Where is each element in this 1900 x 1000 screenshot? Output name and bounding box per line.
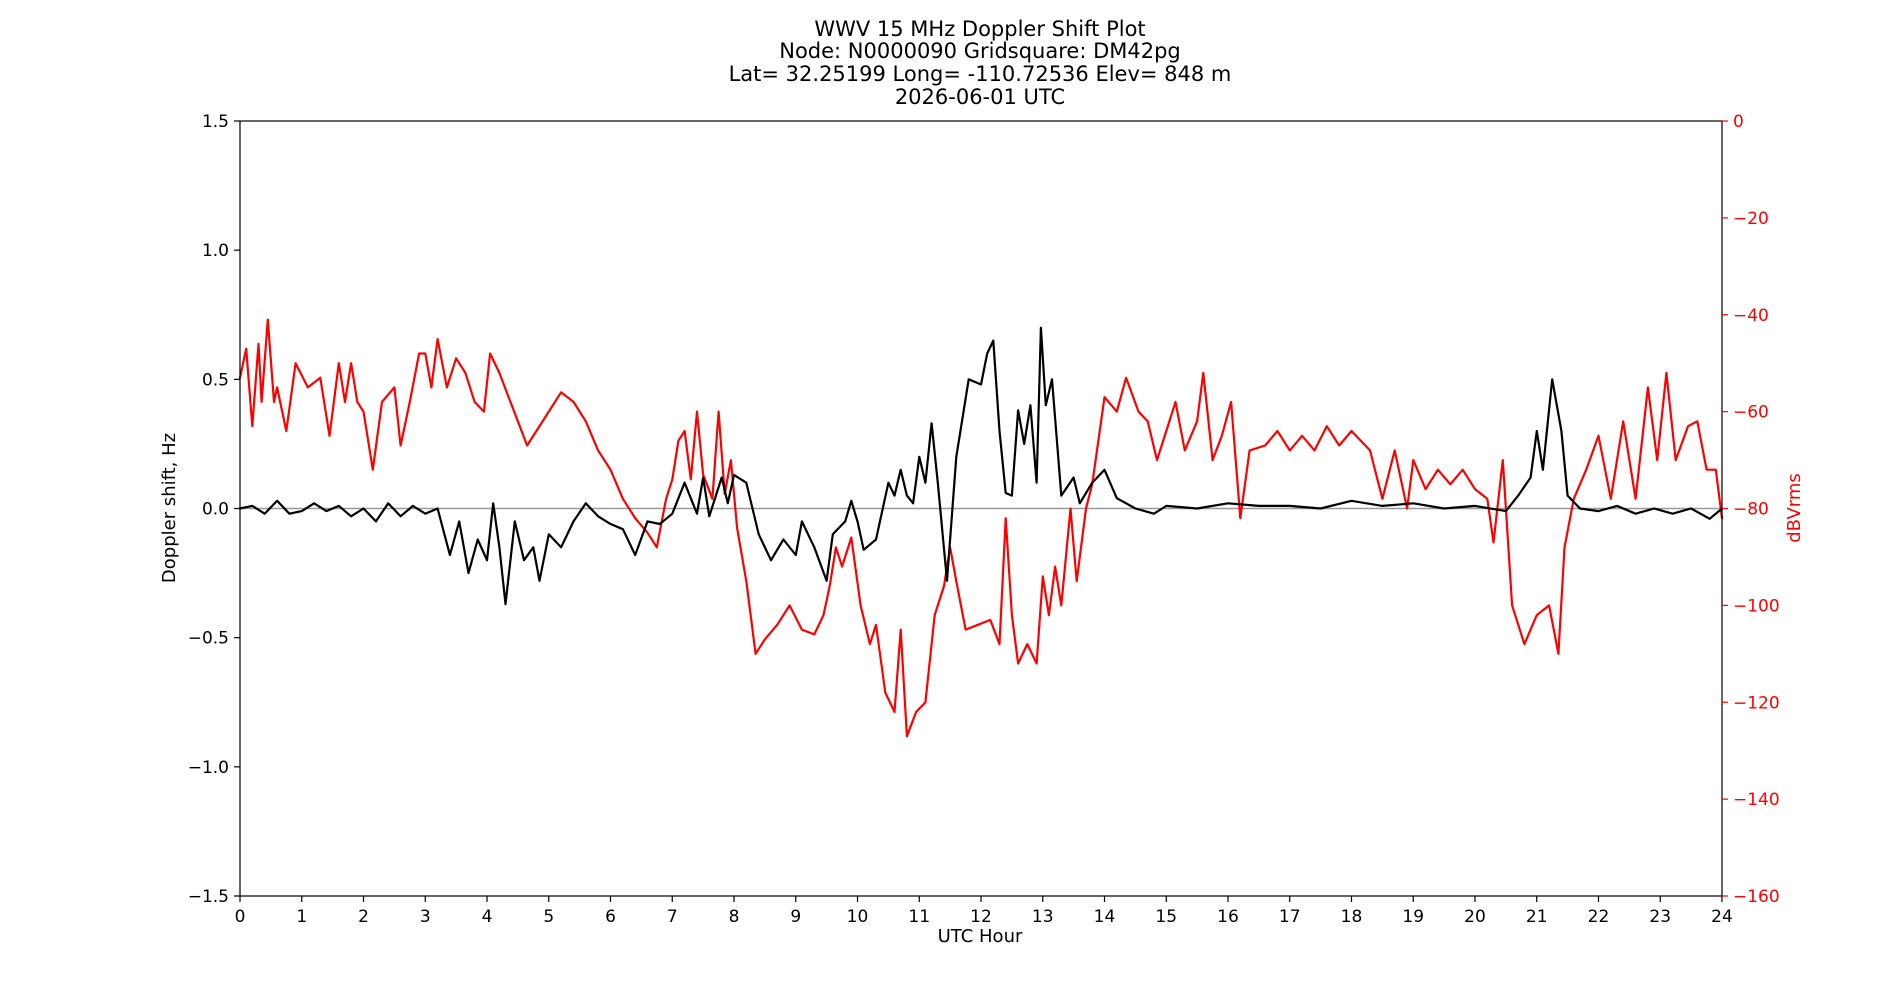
- x-tick-label: 1: [296, 907, 307, 927]
- x-tick-label: 21: [1526, 907, 1548, 927]
- x-tick-label: 20: [1464, 907, 1486, 927]
- x-tick-label: 18: [1341, 907, 1363, 927]
- y2-tick-label: −20: [1733, 209, 1769, 229]
- title-line-3: Lat= 32.25199 Long= -110.72536 Elev= 848…: [729, 62, 1232, 86]
- x-tick-label: 5: [543, 907, 554, 927]
- x-tick-label: 24: [1711, 907, 1733, 927]
- y-tick-label: −1.5: [188, 887, 229, 907]
- x-tick-label: 19: [1402, 907, 1424, 927]
- x-axis-ticks: 0 1 2 3 4 5 6 7 8 9 10 11 12 13 14 15 16 17 18 19 20 21 22 23 24: [235, 896, 1733, 927]
- y2-axis-label: dBVrms: [1784, 473, 1805, 543]
- y2-tick-label: −80: [1733, 500, 1769, 520]
- y2-axis-ticks: 0 −20 −40 −60 −80 −100 −120 −140 −160: [1722, 112, 1780, 907]
- y2-tick-label: 0: [1733, 112, 1744, 132]
- power-series-line: [238, 318, 1724, 738]
- x-tick-label: 15: [1155, 907, 1177, 927]
- x-tick-label: 14: [1094, 907, 1116, 927]
- y-tick-label: 0.0: [202, 500, 229, 520]
- x-tick-label: 7: [667, 907, 678, 927]
- title-line-1: WWV 15 MHz Doppler Shift Plot: [814, 17, 1145, 41]
- x-tick-label: 0: [235, 907, 246, 927]
- title-line-2: Node: N0000090 Gridsquare: DM42pg: [779, 39, 1181, 63]
- y2-tick-label: −60: [1733, 403, 1769, 423]
- x-tick-label: 12: [970, 907, 992, 927]
- x-tick-label: 16: [1217, 907, 1239, 927]
- x-tick-label: 9: [790, 907, 801, 927]
- y-axis-ticks: 1.5 1.0 0.5 0.0 −0.5 −1.0 −1.5: [188, 112, 240, 907]
- y2-tick-label: −100: [1733, 596, 1780, 616]
- y-tick-label: −1.0: [188, 758, 229, 778]
- y-tick-label: 0.5: [202, 370, 229, 390]
- title-line-4: 2026-06-01 UTC: [895, 85, 1065, 109]
- x-tick-label: 2: [358, 907, 369, 927]
- plot-area: [238, 120, 1724, 897]
- y2-tick-label: −140: [1733, 790, 1780, 810]
- x-tick-label: 10: [847, 907, 869, 927]
- x-tick-label: 17: [1279, 907, 1301, 927]
- y-tick-label: 1.5: [202, 112, 229, 132]
- x-tick-label: 6: [605, 907, 616, 927]
- y-axis-label: Doppler shift, Hz: [159, 433, 180, 583]
- y2-tick-label: −160: [1733, 887, 1780, 907]
- x-tick-label: 13: [1032, 907, 1054, 927]
- y-tick-label: 1.0: [202, 241, 229, 261]
- y2-tick-label: −40: [1733, 306, 1769, 326]
- x-tick-label: 23: [1649, 907, 1671, 927]
- doppler-series-line: [238, 326, 1724, 606]
- x-tick-label: 4: [482, 907, 493, 927]
- x-tick-label: 8: [729, 907, 740, 927]
- y-tick-label: −0.5: [188, 629, 229, 649]
- x-tick-label: 22: [1588, 907, 1610, 927]
- chart-title: WWV 15 MHz Doppler Shift Plot Node: N000…: [729, 17, 1232, 109]
- y2-tick-label: −120: [1733, 693, 1780, 713]
- x-axis-label: UTC Hour: [938, 926, 1023, 947]
- x-tick-label: 3: [420, 907, 431, 927]
- x-tick-label: 11: [908, 907, 930, 927]
